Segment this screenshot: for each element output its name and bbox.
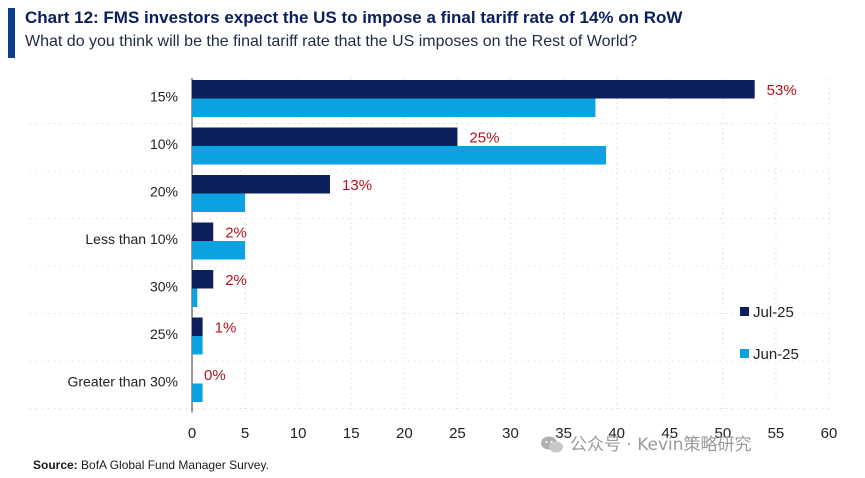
watermark: 公众号 · Kevin策略研究 — [540, 430, 752, 455]
data-label-jul-25: 13% — [342, 177, 372, 194]
bar-jun-25 — [192, 383, 203, 402]
category-label: Less than 10% — [85, 231, 178, 247]
x-tick-label: 30 — [502, 425, 519, 442]
x-tick-label: 45 — [661, 425, 678, 442]
x-tick-label: 35 — [555, 425, 572, 442]
data-label-jul-25: 2% — [225, 225, 247, 242]
x-tick-label: 15 — [343, 425, 360, 442]
x-tick-label: 40 — [608, 425, 625, 442]
data-label-jul-25: 2% — [225, 272, 247, 289]
category-label: 25% — [150, 326, 178, 342]
data-label-jul-25: 25% — [469, 130, 499, 147]
x-tick-label: 0 — [188, 425, 196, 442]
legend-label-jun-25: Jun-25 — [753, 346, 799, 363]
source-label: Source: — [33, 458, 78, 472]
bar-jun-25 — [192, 193, 246, 212]
legend-swatch-jun-25 — [740, 349, 749, 358]
bar-jul-25 — [192, 270, 214, 289]
bar-jun-25 — [192, 336, 203, 355]
x-tick-label: 20 — [396, 425, 413, 442]
x-tick-label: 55 — [768, 425, 785, 442]
x-tick-label: 25 — [449, 425, 466, 442]
x-tick-label: 60 — [821, 425, 838, 442]
legend-swatch-jul-25 — [740, 307, 749, 316]
legend-label-jul-25: Jul-25 — [753, 304, 794, 321]
category-label: 30% — [150, 279, 178, 295]
title-accent-bar — [8, 8, 15, 58]
category-label: 10% — [150, 136, 178, 152]
data-label-jul-25: 0% — [204, 367, 226, 384]
chart-title: Chart 12: FMS investors expect the US to… — [25, 8, 683, 27]
data-label-jul-25: 53% — [767, 82, 797, 99]
bar-jul-25 — [192, 317, 203, 336]
bar-jun-25 — [192, 146, 607, 165]
source-note: Source: BofA Global Fund Manager Survey. — [33, 458, 269, 472]
category-label: 20% — [150, 184, 178, 200]
bar-jul-25 — [192, 175, 331, 194]
x-tick-label: 5 — [241, 425, 249, 442]
wechat-icon — [541, 436, 563, 453]
chart-subtitle: What do you think will be the final tari… — [25, 33, 638, 50]
data-label-jul-25: 1% — [215, 320, 237, 337]
category-label: Greater than 30% — [67, 374, 178, 390]
x-tick-label: 10 — [290, 425, 307, 442]
bar-jun-25 — [192, 241, 246, 260]
watermark-text: 公众号 · Kevin策略研究 — [570, 435, 752, 455]
x-tick-label: 50 — [714, 425, 731, 442]
bar-jun-25 — [192, 98, 596, 117]
bar-jul-25 — [192, 222, 214, 241]
bar-jun-25 — [192, 288, 198, 307]
bar-jul-25 — [192, 80, 755, 99]
bar-jul-25 — [192, 127, 458, 146]
category-label: 15% — [150, 89, 178, 105]
source-text: BofA Global Fund Manager Survey. — [77, 458, 269, 472]
